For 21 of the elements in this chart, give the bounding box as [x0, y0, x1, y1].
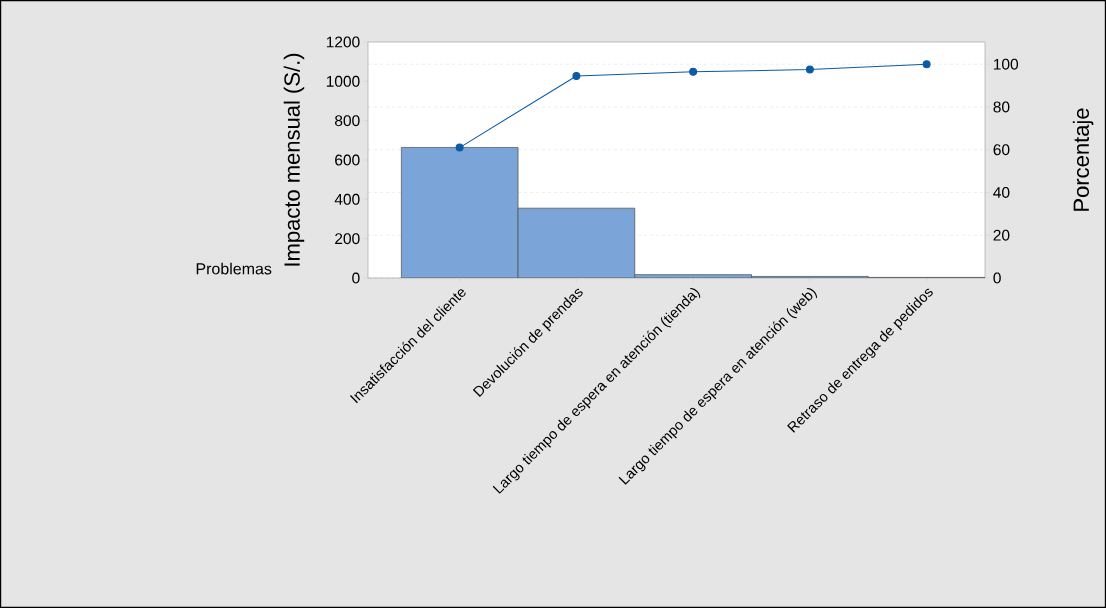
point: [689, 67, 698, 76]
y-tick-label: 1000: [326, 75, 360, 87]
y2-tick-label: 60: [993, 144, 1010, 156]
y2-axis-title: Porcentaje: [1072, 108, 1094, 211]
y2-tick-label: 20: [993, 229, 1010, 241]
y2-tick-label: 100: [993, 58, 1019, 70]
point: [805, 65, 814, 74]
y2-tick-label: 80: [993, 101, 1010, 113]
x-axis-title: Problemas: [196, 262, 272, 275]
point: [572, 71, 581, 80]
y-tick-label: 600: [335, 154, 360, 166]
point: [455, 143, 464, 152]
y-tick-label: 400: [334, 193, 360, 205]
y-tick-label: 1200: [326, 36, 360, 48]
y-tick-label: 800: [335, 115, 360, 127]
y2-tick-label: 0: [993, 272, 1001, 284]
y-tick-label: 0: [352, 272, 360, 284]
y2-tick-label: 40: [993, 187, 1010, 198]
y-tick-label: 200: [335, 233, 360, 245]
point: [922, 60, 931, 69]
y-axis-title: Impacto mensual (S/.): [283, 53, 305, 266]
